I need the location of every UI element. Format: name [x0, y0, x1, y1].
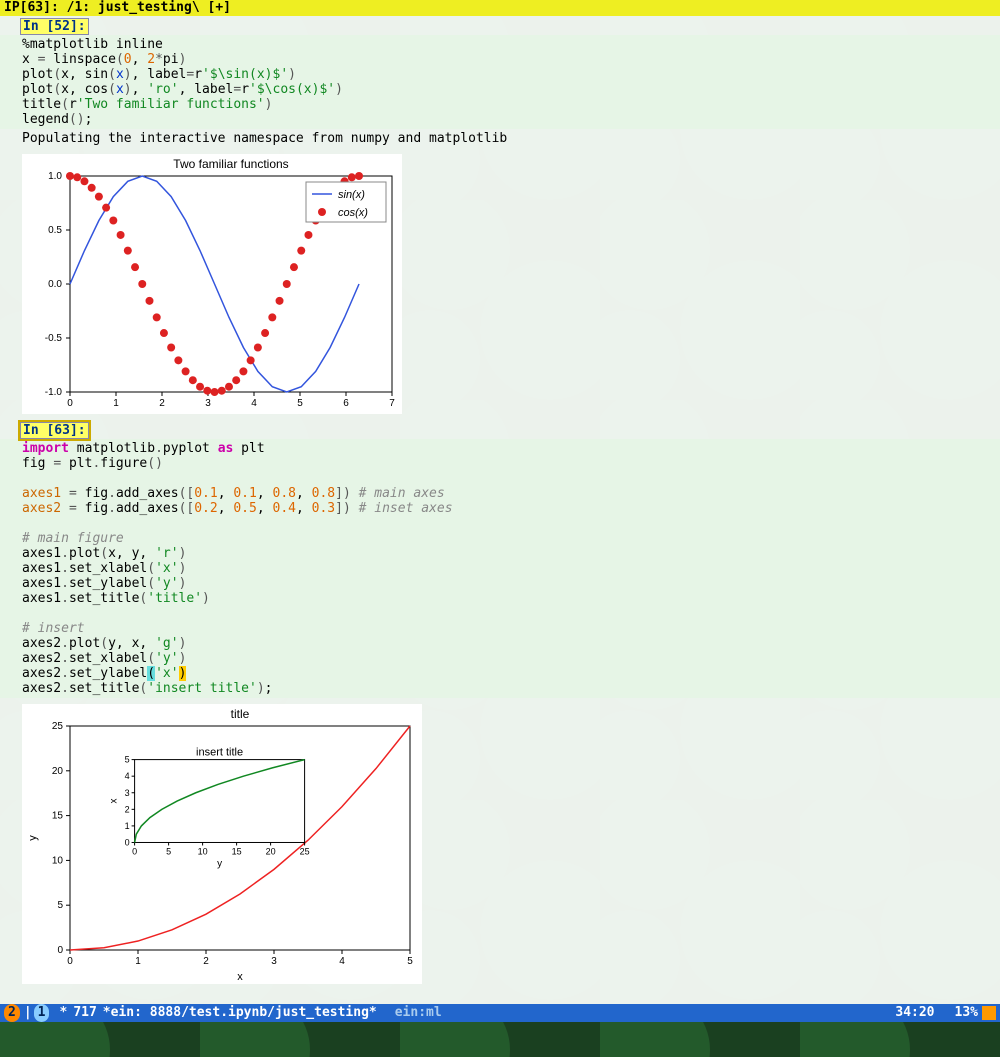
cell-2: In [63]: import matplotlib.pyplot as plt…: [0, 420, 1000, 984]
svg-text:5: 5: [297, 398, 303, 409]
chart-two-familiar-functions: 0 1 2 3 4 5 6 7 -1.0 -0.5 0.0 0.5 1.0 Two familiar fu…: [22, 154, 402, 414]
svg-text:4: 4: [251, 398, 257, 409]
svg-text:7: 7: [389, 398, 395, 409]
svg-text:20: 20: [52, 766, 64, 777]
svg-text:0: 0: [57, 945, 63, 956]
modified-indicator: *: [59, 1004, 67, 1022]
svg-text:1.0: 1.0: [48, 171, 62, 182]
svg-text:2: 2: [203, 956, 209, 967]
svg-text:1: 1: [113, 398, 119, 409]
svg-text:y: y: [27, 835, 39, 841]
svg-text:x: x: [109, 799, 120, 804]
svg-text:2: 2: [159, 398, 165, 409]
svg-text:4: 4: [339, 956, 345, 967]
svg-text:0.5: 0.5: [48, 225, 62, 236]
svg-text:3: 3: [271, 956, 277, 967]
svg-text:Two familiar functions: Two familiar functions: [173, 157, 288, 171]
svg-text:sin(x): sin(x): [338, 189, 365, 201]
chart1-svg: 0 1 2 3 4 5 6 7 -1.0 -0.5 0.0 0.5 1.0 Two familiar fu…: [22, 154, 402, 414]
svg-text:0: 0: [125, 837, 130, 847]
svg-text:5: 5: [407, 956, 413, 967]
svg-text:title: title: [231, 707, 250, 721]
cell-1-output-text: Populating the interactive namespace fro…: [0, 129, 1000, 148]
cell-1: In [52]: %matplotlib inline x = linspace…: [0, 16, 1000, 414]
svg-text:3: 3: [205, 398, 211, 409]
svg-text:0: 0: [67, 956, 73, 967]
svg-text:10: 10: [52, 855, 64, 866]
modeline-block-icon: [982, 1006, 996, 1020]
workspace-badge: 2: [4, 1004, 20, 1022]
svg-text:y: y: [217, 858, 222, 869]
scroll-percentage: 13%: [955, 1004, 978, 1022]
svg-text:1: 1: [125, 821, 130, 831]
chart-title-with-inset: 0 1 2 3 4 5 0 5 10 15 20 25 title x y 0 5 10 15 20 25 0 1 2 3 4 5 i…: [22, 704, 422, 984]
cell-1-prompt: In [52]:: [20, 18, 89, 35]
svg-text:5: 5: [166, 846, 171, 856]
svg-text:0.0: 0.0: [48, 279, 62, 290]
chart2-svg: 0 1 2 3 4 5 0 5 10 15 20 25 title x y 0 5 10 15 20 25 0 1 2 3 4 5 i…: [22, 704, 422, 984]
svg-text:0: 0: [67, 398, 73, 409]
svg-text:4: 4: [125, 771, 130, 781]
svg-text:6: 6: [343, 398, 349, 409]
svg-text:cos(x): cos(x): [338, 207, 368, 219]
svg-text:20: 20: [266, 846, 276, 856]
line-number: 717: [73, 1004, 96, 1022]
major-mode: ein:ml: [395, 1004, 442, 1022]
svg-text:-1.0: -1.0: [45, 387, 63, 398]
svg-text:15: 15: [52, 811, 64, 822]
svg-text:1: 1: [135, 956, 141, 967]
mode-line: 2 | 1 * 717 *ein: 8888/test.ipynb/just_t…: [0, 1004, 1000, 1022]
svg-text:insert title: insert title: [196, 747, 243, 759]
title-bar: IP[63]: /1: just_testing\ [+]: [0, 0, 1000, 16]
buffer-content[interactable]: In [52]: %matplotlib inline x = linspace…: [0, 16, 1000, 1004]
cursor-position: 34:20: [895, 1004, 934, 1022]
svg-text:-0.5: -0.5: [45, 333, 63, 344]
window-badge: 1: [34, 1004, 50, 1022]
svg-text:10: 10: [198, 846, 208, 856]
svg-text:25: 25: [52, 721, 64, 732]
cell-2-prompt: In [63]:: [20, 422, 89, 439]
svg-text:x: x: [237, 971, 243, 983]
svg-text:25: 25: [300, 846, 310, 856]
buffer-name: *ein: 8888/test.ipynb/just_testing*: [103, 1004, 377, 1022]
cell-2-code[interactable]: import matplotlib.pyplot as plt fig = pl…: [0, 439, 1000, 698]
svg-text:2: 2: [125, 804, 130, 814]
svg-text:0: 0: [132, 846, 137, 856]
svg-text:15: 15: [232, 846, 242, 856]
svg-text:5: 5: [57, 900, 63, 911]
cell-1-code[interactable]: %matplotlib inline x = linspace(0, 2*pi)…: [0, 35, 1000, 129]
svg-text:5: 5: [125, 755, 130, 765]
svg-text:3: 3: [125, 788, 130, 798]
emacs-window: IP[63]: /1: just_testing\ [+] In [52]: %…: [0, 0, 1000, 1057]
